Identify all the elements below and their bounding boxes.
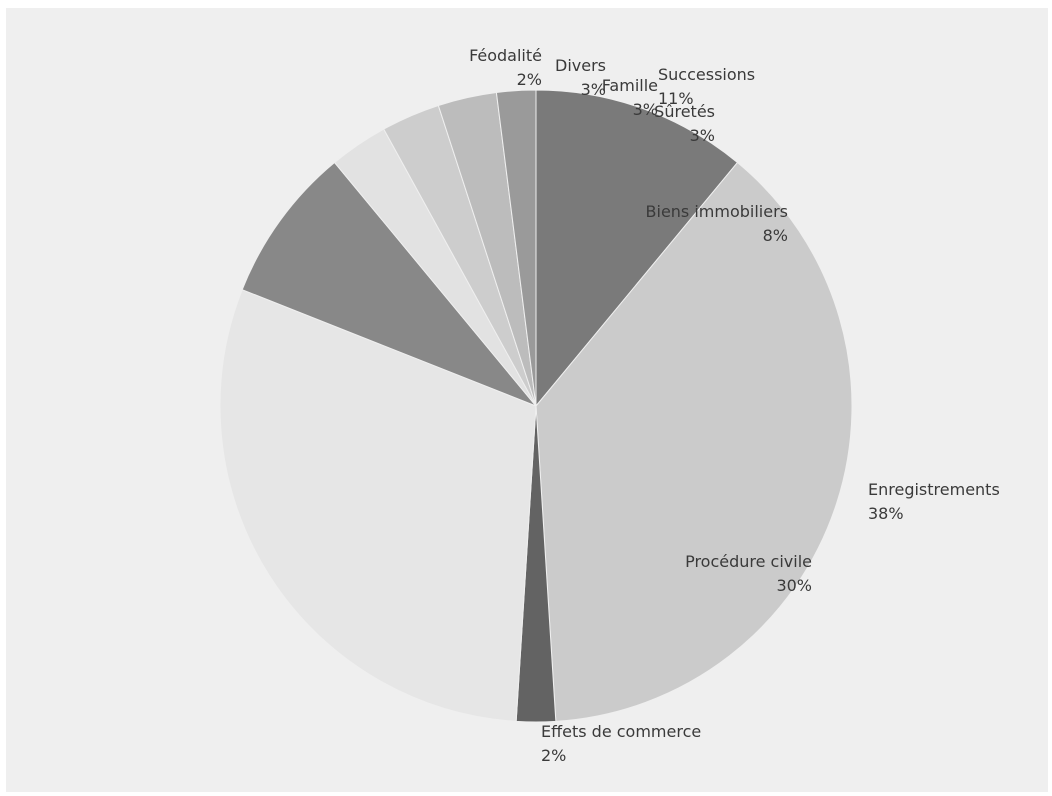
slice-label-famille-value: 3%	[632, 100, 658, 119]
slice-label-enregistrements-value: 38%	[868, 504, 904, 523]
slice-label-famille-name: Famille	[601, 76, 658, 95]
slice-label-suretes-name: Sûretés	[654, 102, 715, 121]
slice-label-divers: Divers 3%	[555, 54, 606, 102]
pie-slice-procedure-civile	[219, 289, 537, 722]
slice-label-successions: Successions 11%	[658, 63, 755, 111]
pie-slice-enregistrements	[535, 161, 853, 722]
slice-label-biens-immobiliers: Biens immobiliers 8%	[646, 200, 788, 248]
chart-panel: Successions 11% Enregistrements 38% Effe…	[6, 8, 1048, 792]
slice-label-enregistrements-name: Enregistrements	[868, 480, 1000, 499]
slice-label-procedure-civile-name: Procédure civile	[685, 552, 812, 571]
slice-label-biens-immobiliers-name: Biens immobiliers	[645, 202, 788, 221]
slice-label-procedure-civile: Procédure civile 30%	[685, 550, 812, 598]
slice-label-feodalite: Féodalité 2%	[469, 44, 542, 92]
pie-slice-feodalite	[495, 89, 537, 407]
slice-label-feodalite-value: 2%	[516, 70, 542, 89]
pie-slice-biens-immobiliers	[241, 161, 537, 407]
slice-label-suretes-value: 3%	[689, 126, 715, 145]
slice-label-effets-de-commerce: Effets de commerce 2%	[541, 720, 701, 768]
slice-label-successions-value: 11%	[658, 89, 694, 108]
pie-slice-successions	[535, 89, 739, 408]
slice-label-effets-de-commerce-name: Effets de commerce	[541, 722, 702, 741]
slice-label-famille: Famille 3%	[602, 74, 658, 122]
pie-chart	[219, 89, 853, 723]
slice-label-biens-immobiliers-value: 8%	[762, 226, 788, 245]
slice-label-successions-name: Successions	[658, 65, 756, 84]
slice-label-effets-de-commerce-value: 2%	[541, 746, 567, 765]
slice-label-suretes: Sûretés 3%	[654, 100, 715, 148]
slice-label-procedure-civile-value: 30%	[776, 576, 812, 595]
slice-label-divers-value: 3%	[580, 80, 606, 99]
slice-label-divers-name: Divers	[555, 56, 606, 75]
slice-label-feodalite-name: Féodalité	[469, 46, 542, 65]
slice-label-enregistrements: Enregistrements 38%	[868, 478, 1000, 526]
